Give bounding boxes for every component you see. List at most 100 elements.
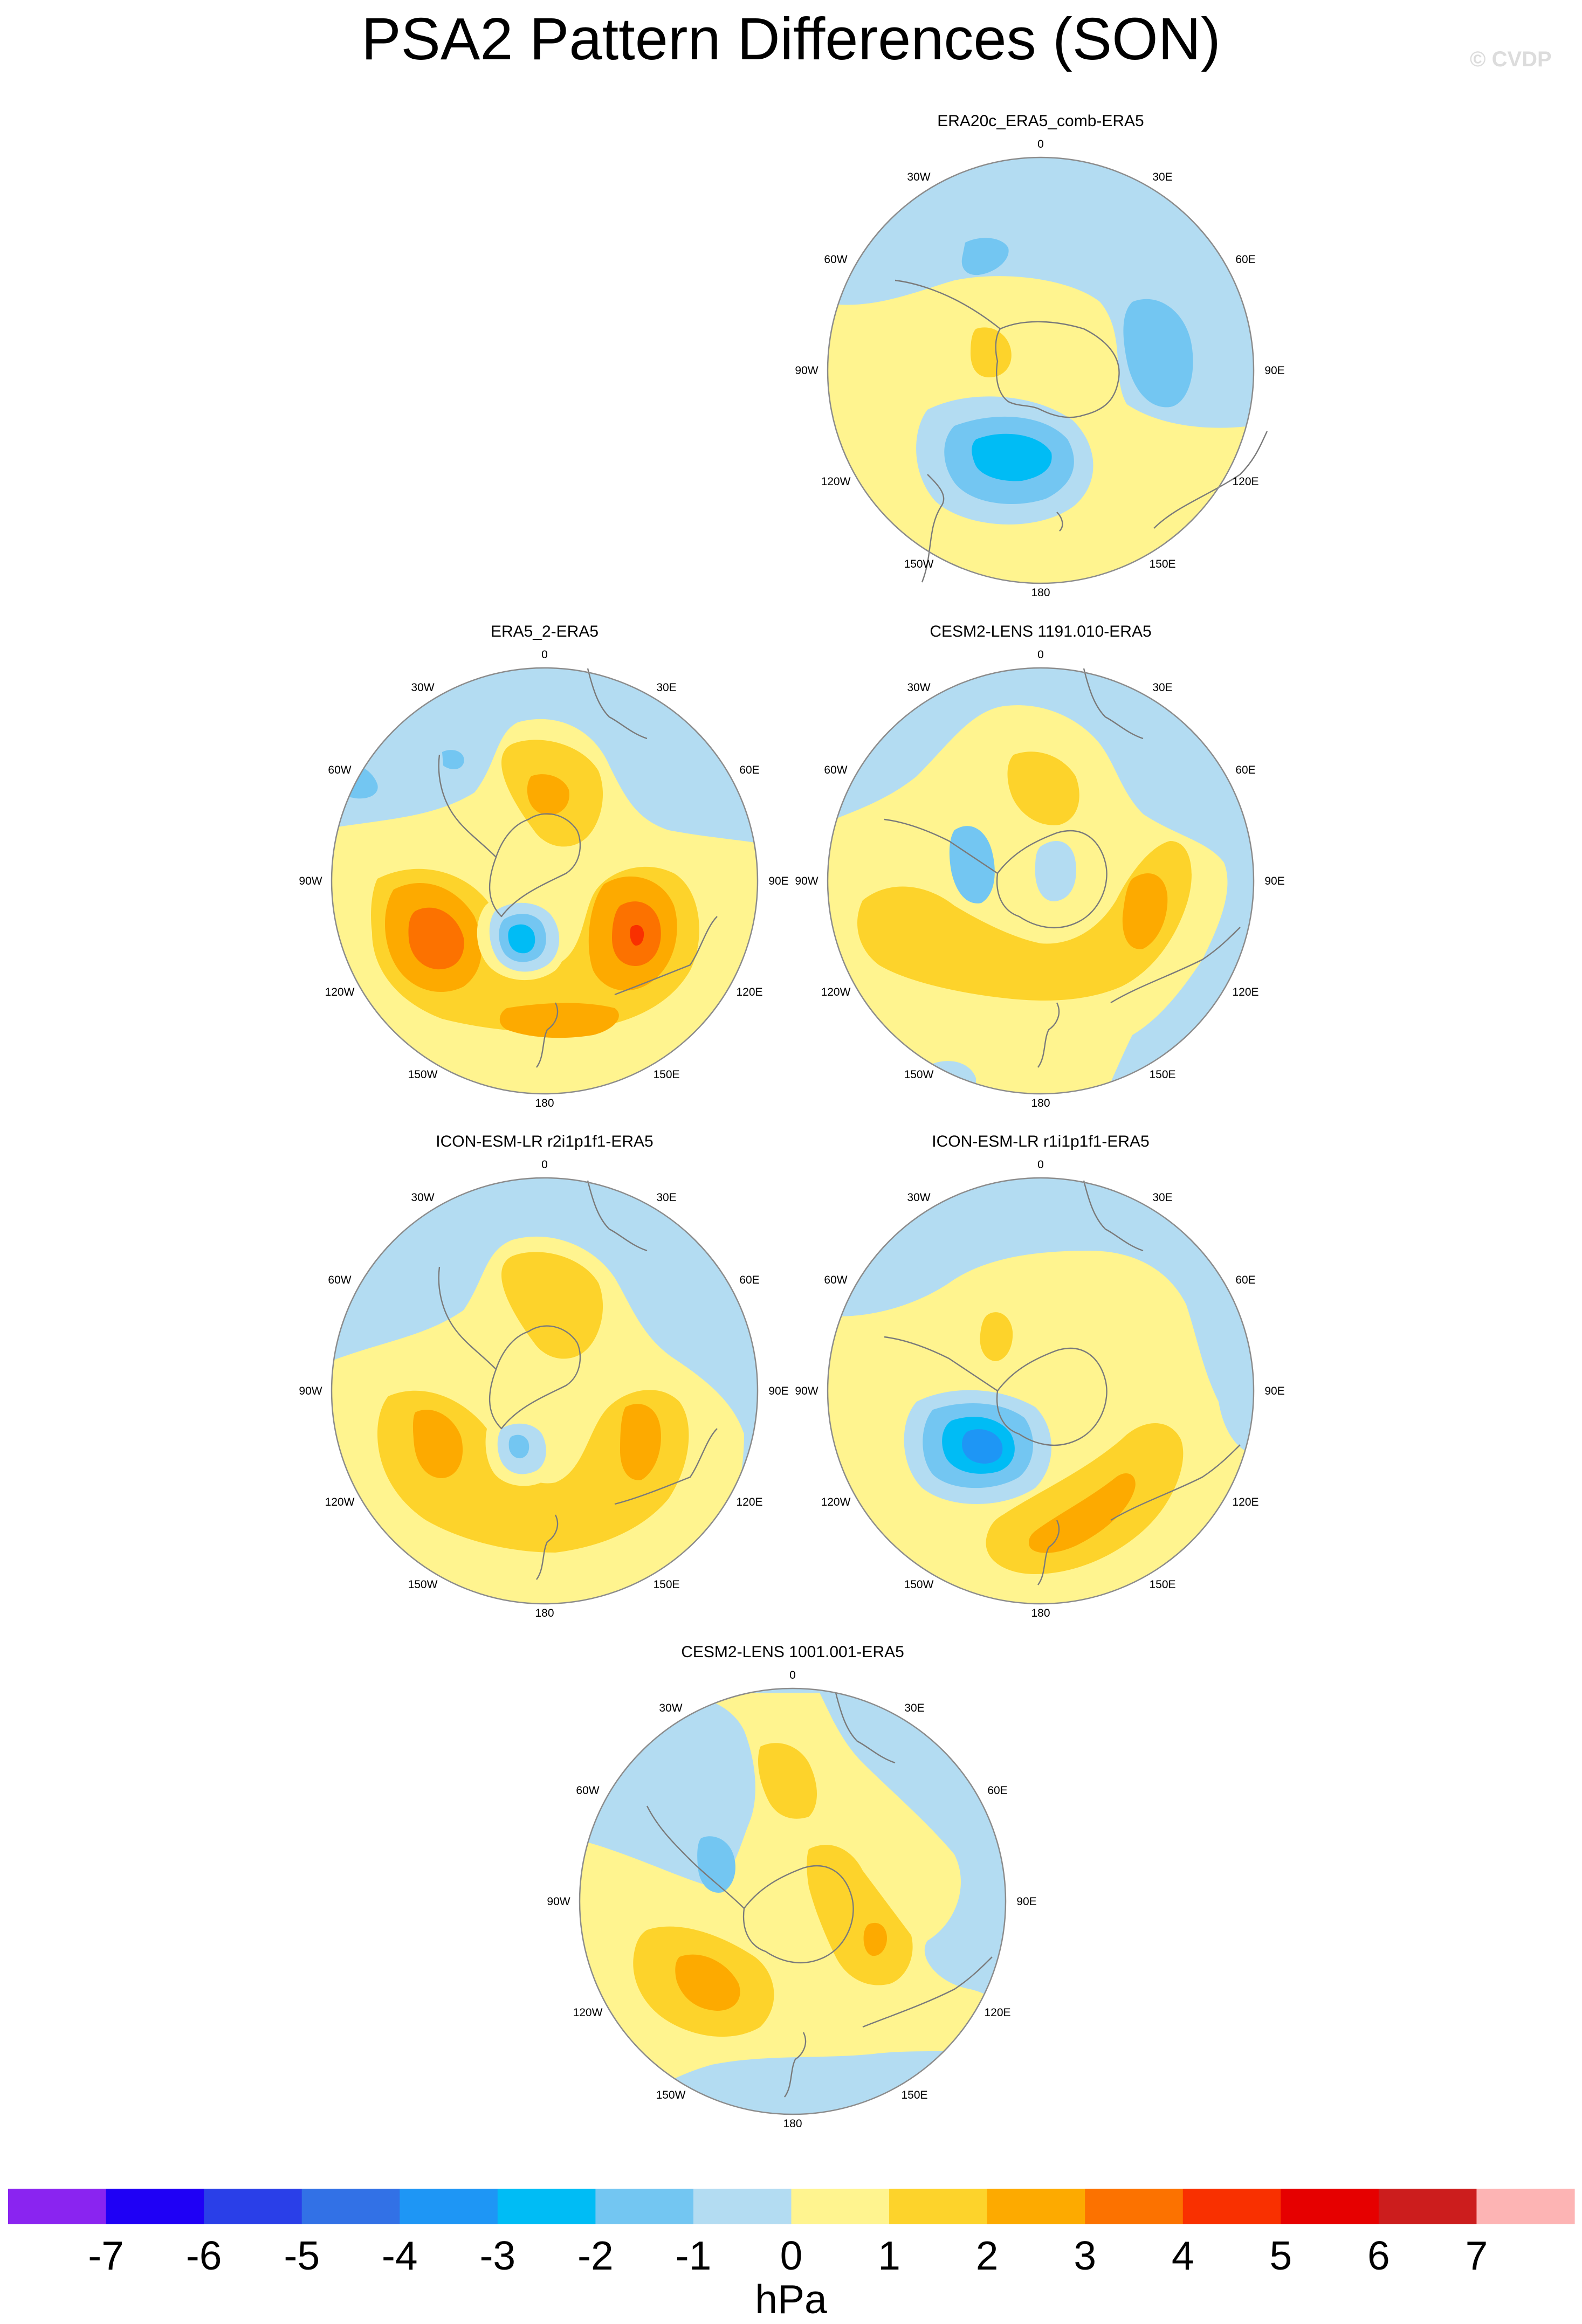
- colorbar-box: [1182, 2189, 1281, 2224]
- lon-label-0: 0: [789, 1669, 796, 1681]
- map-boundary: [331, 667, 759, 1095]
- lon-label-60e: 60E: [1235, 764, 1255, 776]
- lon-label-60w: 60W: [824, 1274, 847, 1286]
- lon-label-90w: 90W: [795, 875, 818, 887]
- lon-label-150w: 150W: [904, 1068, 934, 1081]
- lon-label-60e: 60E: [739, 1274, 759, 1286]
- colorbar-tick-label: -1: [676, 2233, 712, 2278]
- contour-positive-4-5: [630, 925, 644, 946]
- lon-label-150e: 150E: [653, 1068, 679, 1081]
- colorbar-box: [301, 2189, 400, 2224]
- lon-label-120w: 120W: [325, 986, 355, 998]
- lon-label-150e: 150E: [1149, 558, 1175, 570]
- panel-title: ICON-ESM-LR r2i1p1f1-ERA5: [436, 1133, 653, 1150]
- longitude-labels: 0 30E 60E 90E 120E 150E 180 150W 120W 90…: [795, 1158, 1284, 1619]
- lon-label-30e: 30E: [1152, 1191, 1172, 1204]
- lon-label-180: 180: [535, 1097, 554, 1109]
- colorbar-tick-label: 2: [976, 2233, 999, 2278]
- longitude-labels: 0 30E 60E 90E 120E 150E 180 150W 120W 90…: [795, 649, 1284, 1109]
- lon-label-120w: 120W: [325, 1496, 355, 1508]
- lon-label-150e: 150E: [901, 2089, 927, 2101]
- map-panel-1: ERA20c_ERA5_comb-ERA5 0 30E 60E 90E 120E…: [795, 112, 1284, 599]
- lon-label-60w: 60W: [824, 764, 847, 776]
- lon-label-0: 0: [1037, 1158, 1044, 1171]
- contour-field: [580, 1688, 1006, 2114]
- colorbar-box: [1378, 2189, 1477, 2224]
- map-panel-6: CESM2-LENS 1001.001-ERA5 0 30E 60E 90E: [547, 1643, 1036, 2130]
- longitude-labels: 0 30E 60E 90E 120E 150E 180 150W 120W 90…: [299, 1158, 788, 1619]
- lon-label-60e: 60E: [1235, 1274, 1255, 1286]
- contour-positive-1-2: [807, 1845, 913, 1985]
- lon-label-0: 0: [541, 1158, 548, 1171]
- colorbar-tick-labels: -7 -6 -5 -4 -3 -2 -1 0 1 2 3 4 5 6 7: [88, 2233, 1488, 2278]
- colorbar-boxes: [8, 2189, 1575, 2224]
- coastlines: [884, 668, 1241, 1068]
- contour-positive-3-4: [408, 907, 464, 970]
- lon-label-30e: 30E: [656, 1191, 676, 1204]
- contour-positive-2-3: [412, 1410, 463, 1478]
- colorbar-box: [1281, 2189, 1379, 2224]
- lon-label-180: 180: [1031, 1097, 1050, 1109]
- panel-title: ERA20c_ERA5_comb-ERA5: [937, 112, 1144, 130]
- lon-label-90e: 90E: [768, 1385, 788, 1397]
- colorbar-tick-label: -3: [479, 2233, 515, 2278]
- lon-label-60e: 60E: [987, 1784, 1007, 1797]
- lon-label-30w: 30W: [907, 681, 930, 694]
- lon-label-60w: 60W: [576, 1784, 599, 1797]
- lon-label-120w: 120W: [573, 2006, 603, 2019]
- lon-label-150e: 150E: [1149, 1068, 1175, 1081]
- contour-negative-0-1: [921, 1061, 976, 1094]
- lon-label-30w: 30W: [411, 1191, 434, 1204]
- contour-negative-1-2: [508, 1435, 529, 1459]
- panel-title: ERA5_2-ERA5: [491, 623, 599, 640]
- contour-positive-2-3: [527, 774, 569, 815]
- lon-label-90e: 90E: [1264, 1385, 1284, 1397]
- colorbar-tick-label: -2: [577, 2233, 614, 2278]
- lon-label-30w: 30W: [907, 1191, 930, 1204]
- panel-title: CESM2-LENS 1191.010-ERA5: [930, 623, 1151, 640]
- longitude-labels: 0 30E 60E 90E 120E 150E 180 150W 120W 90…: [795, 138, 1284, 599]
- lon-label-30e: 30E: [1152, 681, 1172, 694]
- colorbar-units: hPa: [755, 2277, 827, 2322]
- lon-label-180: 180: [535, 1607, 554, 1619]
- lon-label-120e: 120E: [736, 986, 762, 998]
- lon-label-30w: 30W: [659, 1702, 682, 1714]
- contour-negative-1-2: [1123, 299, 1193, 408]
- contour-positive-1-2: [857, 841, 1192, 1001]
- contour-negative-2-3: [972, 433, 1052, 481]
- lon-label-120e: 120E: [736, 1496, 762, 1508]
- lon-label-180: 180: [783, 2118, 802, 2130]
- contour-positive-1-2: [980, 1312, 1013, 1361]
- contour-positive-2-3: [863, 1922, 887, 1956]
- colorbar-box: [204, 2189, 302, 2224]
- map-boundary: [579, 1687, 1007, 2115]
- lon-label-60w: 60W: [328, 1274, 351, 1286]
- lon-label-120e: 120E: [1232, 986, 1258, 998]
- colorbar-box: [791, 2189, 890, 2224]
- lon-label-150w: 150W: [656, 2089, 686, 2101]
- colorbar-tick-label: 5: [1269, 2233, 1292, 2278]
- contour-field: [828, 668, 1254, 1094]
- map-panel-4: ICON-ESM-LR r2i1p1f1-ERA5 0 30E 60E 90E …: [299, 1133, 788, 1619]
- colorbar-box: [8, 2189, 107, 2224]
- lon-label-120e: 120E: [1232, 475, 1258, 488]
- colorbar-box: [987, 2189, 1085, 2224]
- map-panel-2: ERA5_2-ERA5: [299, 623, 788, 1109]
- coastlines: [646, 1692, 993, 2098]
- map-boundary: [827, 1177, 1255, 1605]
- coastlines: [438, 668, 718, 1068]
- lon-label-90e: 90E: [768, 875, 788, 887]
- colorbar-box: [400, 2189, 498, 2224]
- colorbar-tick-label: -6: [186, 2233, 222, 2278]
- lon-label-90w: 90W: [795, 364, 818, 377]
- contour-negative-3-4: [962, 1429, 1003, 1464]
- lon-label-150w: 150W: [408, 1578, 438, 1591]
- contour-positive-2-3: [620, 1404, 661, 1480]
- lon-label-30e: 30E: [904, 1702, 924, 1714]
- contour-field: [332, 1178, 758, 1604]
- colorbar: -7 -6 -5 -4 -3 -2 -1 0 1 2 3 4 5 6 7 hPa: [8, 2189, 1575, 2322]
- contour-negative-1-2: [961, 238, 1009, 275]
- contour-field: [828, 1178, 1254, 1604]
- colorbar-box: [497, 2189, 596, 2224]
